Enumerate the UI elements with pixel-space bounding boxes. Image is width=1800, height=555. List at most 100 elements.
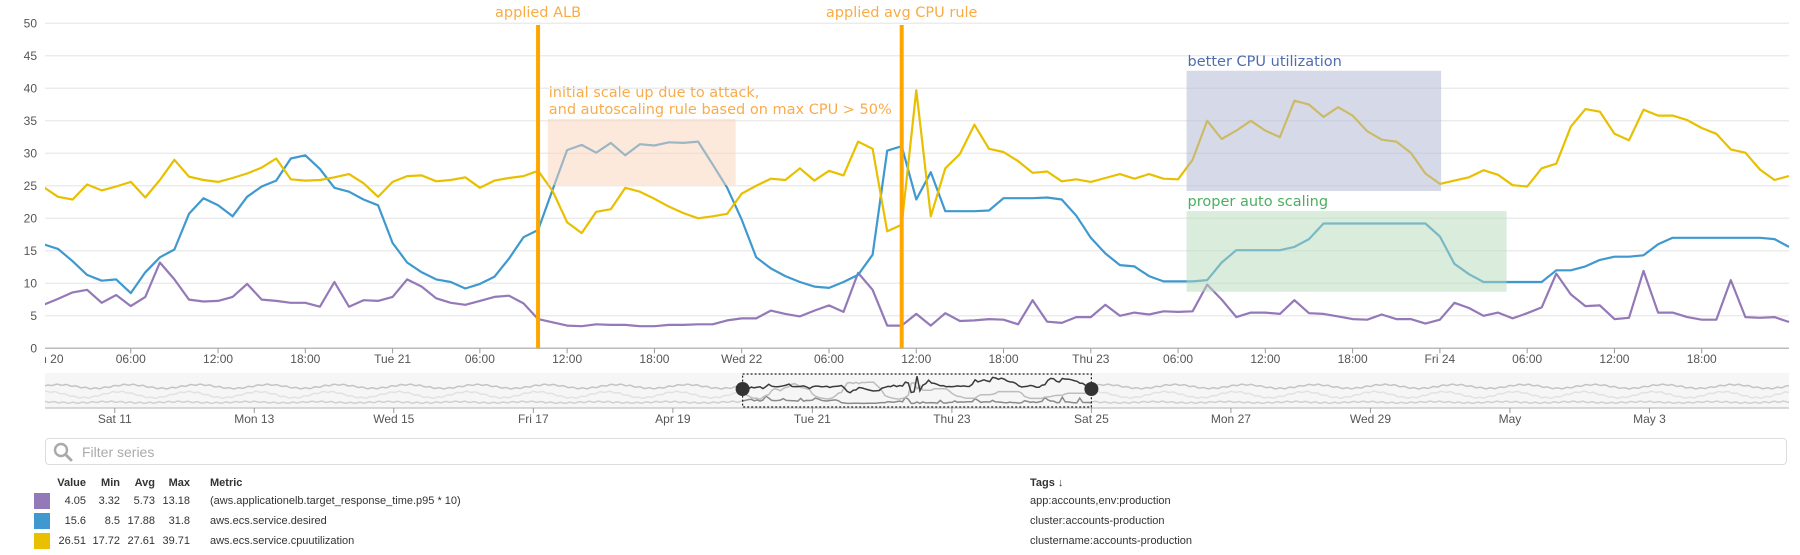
legend-row[interactable]: 4.05 3.32 5.73 13.18 (aws.applicationelb… (0, 492, 1800, 510)
annotation-region-1 (1186, 70, 1442, 191)
x-tick-label: 12:00 (1599, 352, 1629, 366)
search-icon (52, 441, 74, 463)
x-tick-label: 06:00 (465, 352, 495, 366)
overview-tick-label: Thu 23 (933, 412, 971, 426)
header-tags[interactable]: Tags ↓ (1030, 477, 1064, 489)
series-tags: app:accounts,env:production (1030, 495, 1171, 507)
series-min: 3.32 (98, 495, 120, 507)
x-tick-label: Tue 21 (374, 352, 411, 366)
overview-tick-label: Wed 29 (1350, 412, 1391, 426)
annotation-region-0 (547, 118, 736, 186)
y-tick-label: 50 (24, 16, 38, 30)
y-tick-label: 20 (24, 211, 38, 225)
y-tick-label: 35 (24, 114, 38, 128)
y-axis: 0 5 10 15 20 25 30 35 40 45 50 (24, 16, 38, 355)
y-tick-label: 5 (30, 309, 37, 323)
overview-tick-label: May 3 (1633, 412, 1666, 426)
x-tick-label: 06:00 (814, 352, 844, 366)
x-tick-label: Wed 22 (721, 352, 762, 366)
overview-tick-label: Apr 19 (655, 412, 691, 426)
legend-row[interactable]: 15.6 8.5 17.88 31.8 aws.ecs.service.desi… (0, 512, 1800, 530)
series-metric: aws.ecs.service.cpuutilization (210, 535, 355, 547)
x-tick-label: 06:00 (1512, 352, 1542, 366)
series-tags: clustername:accounts-production (1030, 535, 1193, 547)
annotation-label: initial scale up due to attack, (549, 85, 760, 101)
x-tick-label: 12:00 (1250, 352, 1280, 366)
overview-right-handle[interactable] (1084, 382, 1099, 396)
overview-series-line-1 (742, 381, 1092, 401)
x-tick-label: 18:00 (1338, 352, 1368, 366)
series-lines (45, 89, 1790, 328)
header-avg[interactable]: Avg (134, 477, 155, 489)
header-max[interactable]: Max (168, 477, 190, 489)
y-tick-label: 0 (30, 341, 37, 355)
annotation-region-2 (1186, 211, 1507, 292)
x-tick-label: 06:00 (1163, 352, 1193, 366)
series-max: 39.71 (162, 535, 190, 547)
y-tick-label: 45 (24, 49, 38, 63)
series-value: 15.6 (64, 515, 86, 527)
overview-tick-label: Tue 21 (794, 412, 831, 426)
x-tick-label: 18:00 (989, 352, 1019, 366)
legend-header-row: Value Min Avg Max Metric Tags ↓ (0, 474, 1800, 492)
overview-tick-label: Sat 25 (1074, 412, 1109, 426)
x-tick-label: 12:00 (203, 352, 233, 366)
event-label: applied ALB (495, 5, 581, 21)
x-tick-label: 12:00 (901, 352, 931, 366)
x-tick-label: 18:00 (290, 352, 320, 366)
annotation-regions: initial scale up due to attack,and autos… (547, 54, 1507, 292)
y-tick-label: 30 (24, 146, 38, 160)
series-value: 4.05 (64, 495, 86, 507)
event-label: applied avg CPU rule (826, 5, 978, 21)
annotation-label: proper auto scaling (1188, 194, 1329, 210)
series-color-swatch[interactable] (34, 493, 50, 509)
x-tick-label: 18:00 (639, 352, 669, 366)
overview-navigator[interactable]: Sat 11 Mon 13 Wed 15 Fri 17 Apr 19 Tue 21 Thu … (44, 373, 1790, 426)
series-line-1 (45, 140, 1790, 295)
annotation-label: and autoscaling rule based on max CPU > … (549, 102, 892, 118)
x-tick-label: 06:00 (116, 352, 146, 366)
overview-series-line-2 (742, 376, 1092, 394)
event-markers: applied ALB applied avg CPU rule (495, 5, 978, 349)
overview-left-handle[interactable] (735, 382, 750, 396)
filter-series-input-box[interactable] (45, 438, 1787, 465)
x-tick-label: Fri 24 (1425, 352, 1456, 366)
overview-tick-label: Wed 15 (373, 412, 414, 426)
overview-tick-label: May (1499, 412, 1522, 426)
x-tick-label: 12:00 (552, 352, 582, 366)
y-tick-label: 10 (24, 276, 38, 290)
series-min: 17.72 (92, 535, 120, 547)
annotation-label: better CPU utilization (1188, 54, 1342, 70)
series-tags: cluster:accounts-production (1030, 515, 1165, 527)
series-min: 8.5 (104, 515, 120, 527)
series-line-0 (45, 261, 1790, 328)
x-tick-label: 18:00 (1687, 352, 1717, 366)
header-min[interactable]: Min (101, 477, 120, 489)
filter-series-input[interactable] (80, 442, 1684, 461)
series-color-swatch[interactable] (34, 533, 50, 549)
overview-series-line-0 (742, 395, 1092, 405)
x-axis: Mon 20 06:00 12:00 18:00 Tue 21 06:00 12:00 18:… (23, 348, 1717, 366)
series-max: 31.8 (168, 515, 190, 527)
y-tick-label: 40 (24, 81, 38, 95)
overview-tick-label: Fri 17 (518, 412, 549, 426)
header-metric[interactable]: Metric (210, 477, 243, 489)
x-tick-label: Thu 23 (1072, 352, 1110, 366)
series-color-swatch[interactable] (34, 513, 50, 529)
series-metric: (aws.applicationelb.target_response_time… (210, 495, 461, 507)
series-line-2 (45, 89, 1790, 235)
header-value[interactable]: Value (57, 477, 86, 489)
series-metric: aws.ecs.service.desired (210, 515, 327, 527)
overview-tick-label: Mon 27 (1211, 412, 1251, 426)
y-tick-label: 15 (24, 244, 38, 258)
overview-tick-label: Sat 11 (98, 412, 132, 426)
series-avg: 5.73 (133, 495, 155, 507)
series-max: 13.18 (162, 495, 190, 507)
y-tick-label: 25 (24, 179, 38, 193)
x-tick-label: Mon 20 (23, 352, 63, 366)
series-avg: 27.61 (127, 535, 155, 547)
series-avg: 17.88 (127, 515, 155, 527)
legend-row[interactable]: 26.51 17.72 27.61 39.71 aws.ecs.service.… (0, 532, 1800, 550)
series-value: 26.51 (58, 535, 86, 547)
